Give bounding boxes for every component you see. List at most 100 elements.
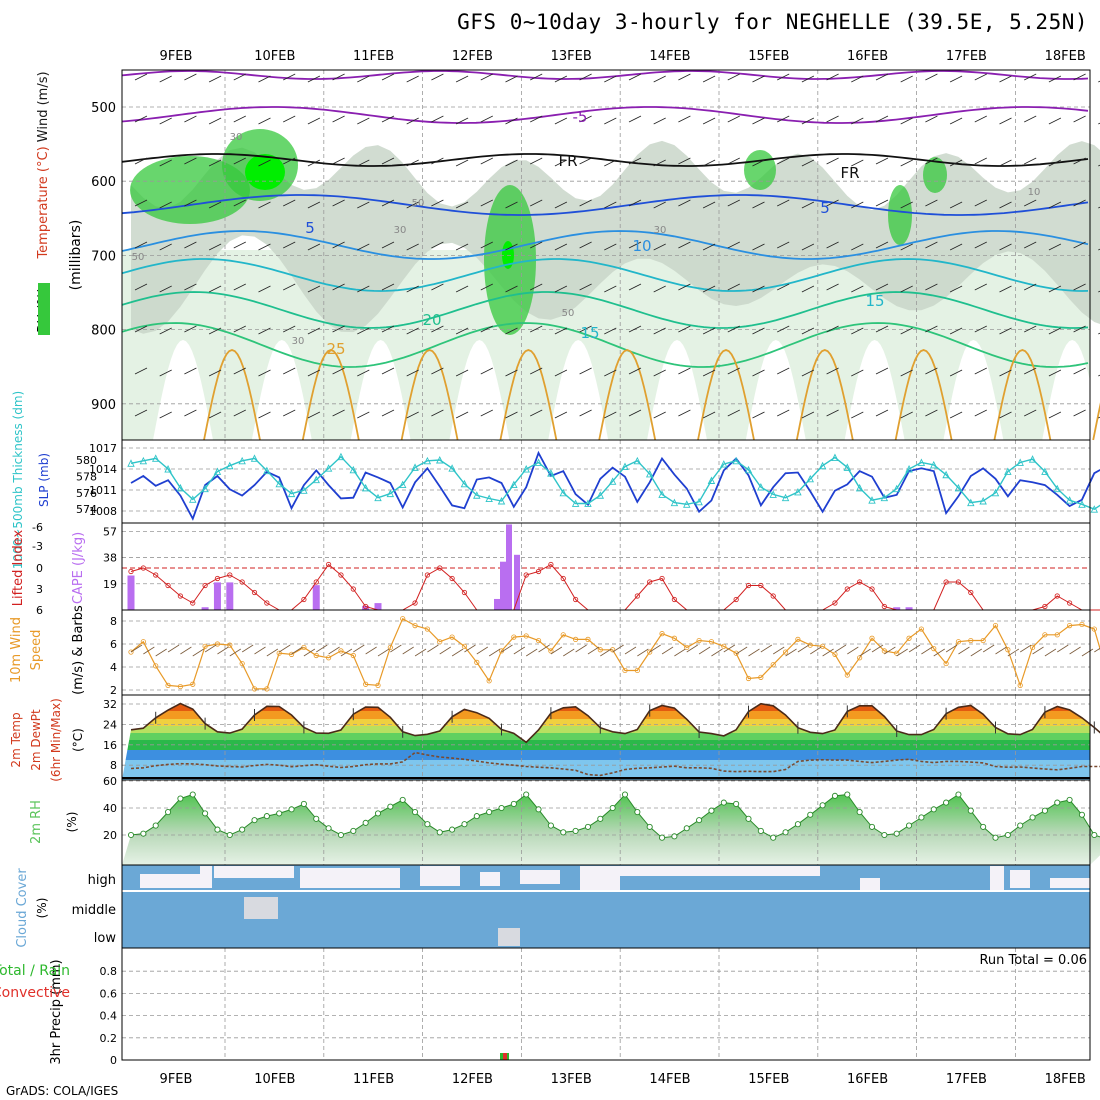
wind-barb <box>208 243 222 251</box>
thickness-marker <box>571 499 580 507</box>
surface-wind-barb <box>278 644 291 653</box>
wind-barb <box>431 115 444 123</box>
date-label-top: 9FEB <box>160 49 193 64</box>
thickness-marker <box>164 465 172 473</box>
wind-barb <box>283 409 296 417</box>
wind-barb <box>900 201 913 209</box>
wind-speed-marker <box>165 682 171 689</box>
wind-barb <box>431 283 444 291</box>
isotherm-25-arch <box>400 349 459 441</box>
rh-shade-90 <box>245 154 285 190</box>
wind-speed-marker <box>400 616 406 622</box>
wind-barb <box>826 241 839 249</box>
thickness-marker <box>386 489 395 498</box>
dry-layer-bulge <box>647 340 707 440</box>
wind-barb <box>678 283 691 291</box>
wind-barb <box>604 117 617 125</box>
surface-wind-barb <box>390 644 402 653</box>
wind-barb <box>628 241 642 249</box>
dry-layer-bulge <box>449 340 510 440</box>
rh2m-marker <box>276 810 283 817</box>
lifted-index-marker <box>313 579 319 585</box>
wind-barb <box>480 283 493 291</box>
wind-barb <box>653 411 666 419</box>
wind-barb <box>332 73 345 81</box>
wind-barb <box>307 327 321 335</box>
thickness-marker <box>781 493 790 502</box>
thickness-marker <box>300 486 308 494</box>
surface-wind-barb <box>130 644 143 653</box>
surface-wind-barb <box>266 648 279 657</box>
wind-barb <box>357 285 370 293</box>
wind-barb <box>332 325 345 333</box>
surface-wind-barb <box>563 648 575 657</box>
isotherm-line <box>121 230 1089 260</box>
surface-wind-barb <box>575 644 587 653</box>
wind-barb <box>258 411 271 419</box>
surface-wind-barb <box>711 648 723 657</box>
rh2m-marker <box>918 814 925 821</box>
wind-barb <box>307 117 321 125</box>
lifted-index-line <box>130 563 1100 611</box>
cloud-unit-label: (%) <box>35 898 49 919</box>
wind-barb <box>1048 243 1062 251</box>
surface-wind-barb <box>612 644 624 653</box>
wind-speed-marker <box>449 634 455 640</box>
cape-bar <box>226 582 234 610</box>
wind-barb <box>727 325 740 333</box>
wind-speed-marker <box>387 644 393 651</box>
wind-barb <box>431 367 444 375</box>
wind-barb <box>777 157 790 165</box>
lifted-index-marker <box>671 596 678 603</box>
wind-barb <box>1024 73 1037 81</box>
wind-speed-marker <box>622 667 628 674</box>
surface-wind-barb <box>945 644 958 653</box>
isotherm-25-arch <box>697 349 755 441</box>
wind-barb <box>480 157 493 165</box>
rh-contour-label: 50 <box>132 252 145 263</box>
lifted-index-tick-label: -3 <box>32 540 43 553</box>
wind-barb <box>406 117 419 125</box>
wind-barb <box>258 201 271 209</box>
surface-wind-barb <box>735 646 748 655</box>
rh2m-marker <box>757 827 764 835</box>
rh-tick-label: 60 <box>103 775 117 788</box>
thickness-marker <box>201 484 209 493</box>
wind-barb <box>999 285 1012 293</box>
dry-layer-bulge <box>1042 340 1100 440</box>
surface-wind-barb <box>488 648 501 657</box>
wind-barb <box>900 327 913 335</box>
rh2m-marker <box>510 800 517 808</box>
wind-barb <box>1024 325 1037 333</box>
wind-barb <box>801 117 815 125</box>
thickness-marker <box>942 470 950 479</box>
rh2m-marker <box>177 795 184 802</box>
wind-barb <box>1048 159 1062 167</box>
rh2m-marker <box>967 807 974 814</box>
wind-tick-label: 2 <box>110 684 117 697</box>
wind-speed-marker <box>363 681 369 687</box>
wind-barb <box>455 327 469 335</box>
wind-barb <box>530 283 543 291</box>
wind-barb <box>752 369 765 377</box>
wind-barb <box>455 117 469 125</box>
wind-speed-marker <box>523 633 529 639</box>
date-label-bottom: 13FEB <box>551 1072 592 1087</box>
wind-barb <box>233 241 246 249</box>
wind-speed-marker <box>276 650 282 656</box>
thickness-marker <box>213 467 222 475</box>
wind-speed-marker <box>943 660 949 667</box>
surface-wind-barb <box>600 648 612 657</box>
surface-wind-barb <box>797 644 810 653</box>
wind-barb <box>332 241 345 249</box>
wind-speed-marker <box>461 643 468 649</box>
wind-barb <box>530 241 543 249</box>
wind-barb <box>653 243 666 251</box>
thickness-marker <box>930 460 938 469</box>
surface-wind-barb <box>834 644 847 653</box>
wind-barb <box>1024 283 1037 291</box>
lifted-index-marker <box>128 568 134 575</box>
wind-barb <box>604 201 617 209</box>
wind-barb <box>826 73 839 81</box>
wind-barb <box>851 117 864 125</box>
